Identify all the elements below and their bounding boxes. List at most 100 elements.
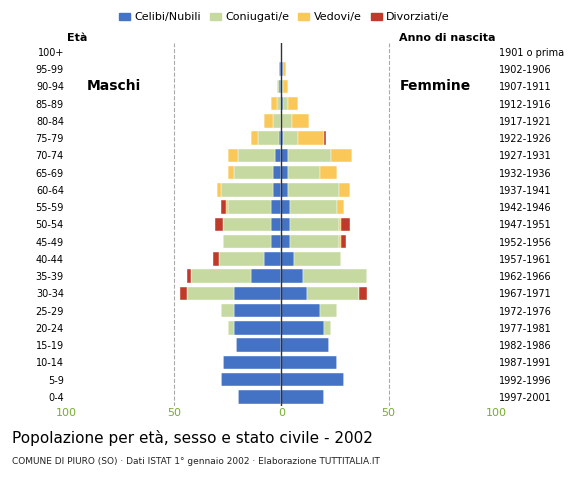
Bar [281,201,290,214]
Bar [288,97,299,110]
Bar [234,304,281,317]
Bar [180,287,187,300]
Bar [258,132,279,145]
Bar [320,166,337,180]
Bar [270,201,281,214]
Bar [187,287,234,300]
Bar [270,235,281,248]
Bar [273,166,281,180]
Bar [281,149,288,162]
Bar [223,217,270,231]
Bar [339,217,342,231]
Text: Popolazione per età, sesso e stato civile - 2002: Popolazione per età, sesso e stato civil… [12,430,372,445]
Bar [299,132,324,145]
Bar [281,97,284,110]
Bar [331,149,352,162]
Bar [228,321,234,335]
Text: Anno di nascita: Anno di nascita [400,33,496,43]
Bar [191,269,251,283]
Bar [281,183,288,197]
Bar [234,321,281,335]
Legend: Celibi/Nubili, Coniugati/e, Vedovi/e, Divorziati/e: Celibi/Nubili, Coniugati/e, Vedovi/e, Di… [114,8,454,27]
Bar [264,114,273,128]
Bar [221,183,273,197]
Bar [288,183,339,197]
Bar [236,338,281,352]
Bar [281,80,284,93]
Bar [320,304,337,317]
Bar [234,287,281,300]
Bar [284,132,299,145]
Bar [281,269,303,283]
Bar [270,217,281,231]
Bar [288,149,331,162]
Bar [281,252,294,265]
Bar [358,287,367,300]
Bar [251,132,258,145]
Bar [284,97,288,110]
Bar [279,132,281,145]
Bar [277,97,281,110]
Bar [238,149,275,162]
Bar [275,149,281,162]
Bar [284,80,288,93]
Bar [294,252,342,265]
Bar [223,235,270,248]
Bar [281,235,290,248]
Bar [290,235,339,248]
Bar [281,217,290,231]
Bar [221,373,281,386]
Bar [324,321,331,335]
Bar [284,62,285,76]
Bar [273,114,281,128]
Bar [273,183,281,197]
Text: Femmine: Femmine [400,79,472,93]
Bar [215,217,223,231]
Bar [277,80,279,93]
Bar [226,201,227,214]
Bar [290,201,337,214]
Bar [281,62,284,76]
Bar [281,390,324,404]
Bar [251,269,281,283]
Bar [281,338,328,352]
Bar [281,304,320,317]
Bar [281,373,343,386]
Text: COMUNE DI PIURO (SO) · Dati ISTAT 1° gennaio 2002 · Elaborazione TUTTITALIA.IT: COMUNE DI PIURO (SO) · Dati ISTAT 1° gen… [12,457,379,466]
Bar [281,356,337,369]
Bar [290,217,339,231]
Bar [221,304,234,317]
Bar [223,356,281,369]
Bar [264,252,281,265]
Bar [227,201,270,214]
Text: Età: Età [67,33,87,43]
Bar [228,166,234,180]
Bar [234,166,273,180]
Bar [339,183,350,197]
Bar [339,235,342,248]
Bar [281,132,284,145]
Bar [307,287,358,300]
Bar [279,80,281,93]
Bar [279,62,281,76]
Bar [187,269,191,283]
Bar [281,287,307,300]
Bar [238,390,281,404]
Bar [281,114,292,128]
Bar [337,201,343,214]
Bar [342,235,346,248]
Bar [221,201,226,214]
Bar [324,132,327,145]
Bar [271,97,277,110]
Bar [292,114,309,128]
Bar [219,252,264,265]
Bar [281,166,288,180]
Bar [303,269,367,283]
Bar [217,183,221,197]
Bar [281,321,324,335]
Bar [288,166,320,180]
Bar [342,217,350,231]
Bar [213,252,219,265]
Text: Maschi: Maschi [87,79,141,93]
Bar [227,149,238,162]
